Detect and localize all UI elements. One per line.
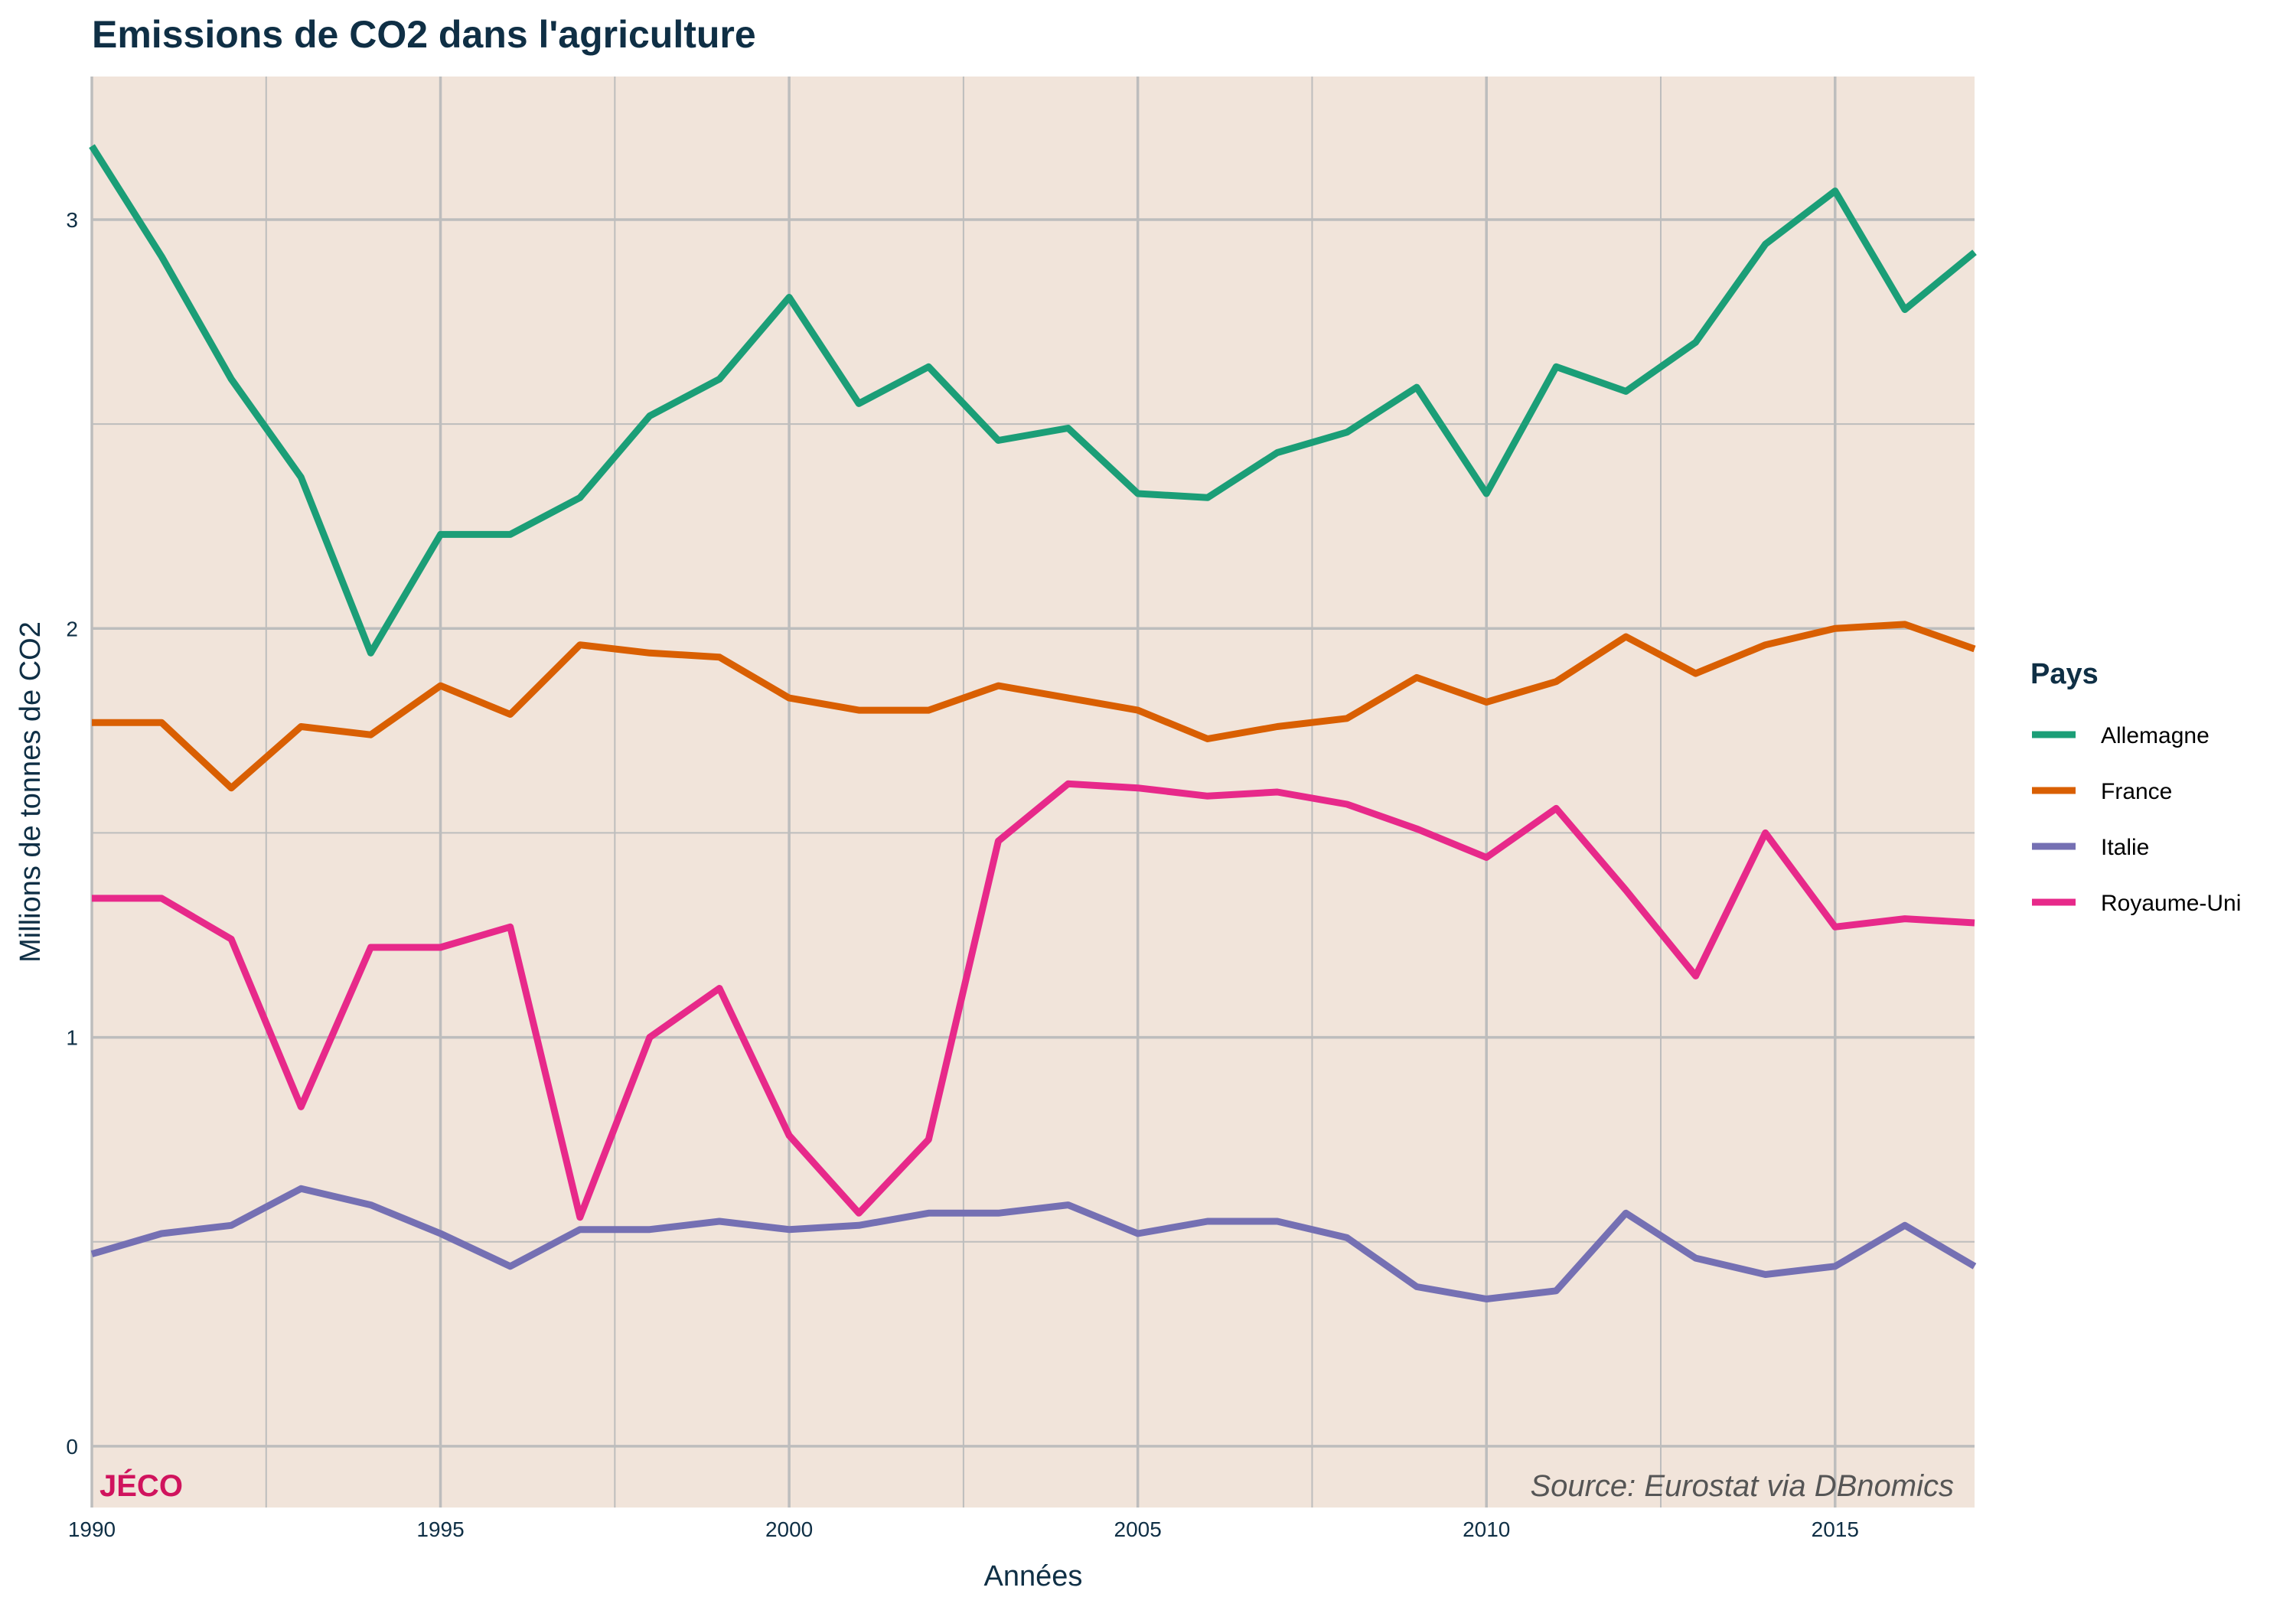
series-line-france [92,621,1976,792]
y-tick-label: 2 [66,617,78,641]
plot-panel [92,77,1975,1508]
legend-item: Italie [2032,835,2149,860]
y-tick-label: 3 [66,208,78,232]
legend-title: Pays [2030,658,2099,690]
chart-title: Emissions de CO2 dans l'agriculture [92,13,756,56]
legend-item: Royaume-Uni [2032,891,2241,916]
brand-logo-text: JÉCO [99,1468,183,1503]
grid-lines [90,77,1975,1508]
legend: Pays Allemagne France Italie Royaume-Uni [2030,658,2241,916]
legend-label: Royaume-Uni [2101,891,2241,916]
y-tick-label: 0 [66,1435,78,1459]
x-tick-label: 2015 [1812,1517,1859,1541]
legend-item: France [2032,779,2172,804]
x-tick-label: 2000 [765,1517,813,1541]
x-axis-ticks: 1990 1995 2000 2005 2010 2015 [68,1517,1859,1541]
y-tick-label: 1 [66,1026,78,1050]
series-lines [89,144,1977,1302]
x-axis-label: Années [984,1560,1083,1592]
legend-label: Allemagne [2101,723,2210,748]
series-line-royaume-uni [92,780,1975,1221]
source-annotation: Source: Eurostat via DBnomics [1530,1469,1954,1503]
legend-item: Allemagne [2032,723,2210,748]
y-axis-ticks: 0 1 2 3 [66,208,78,1459]
series-line-italie [90,1185,1977,1302]
series-line-allemagne [89,144,1977,657]
x-tick-label: 2010 [1463,1517,1510,1541]
y-axis-label: Millions de tonnes de CO2 [15,621,47,963]
x-tick-label: 1995 [416,1517,464,1541]
x-tick-label: 2005 [1114,1517,1162,1541]
legend-label: France [2101,779,2172,804]
x-tick-label: 1990 [68,1517,116,1541]
legend-label: Italie [2101,835,2149,860]
